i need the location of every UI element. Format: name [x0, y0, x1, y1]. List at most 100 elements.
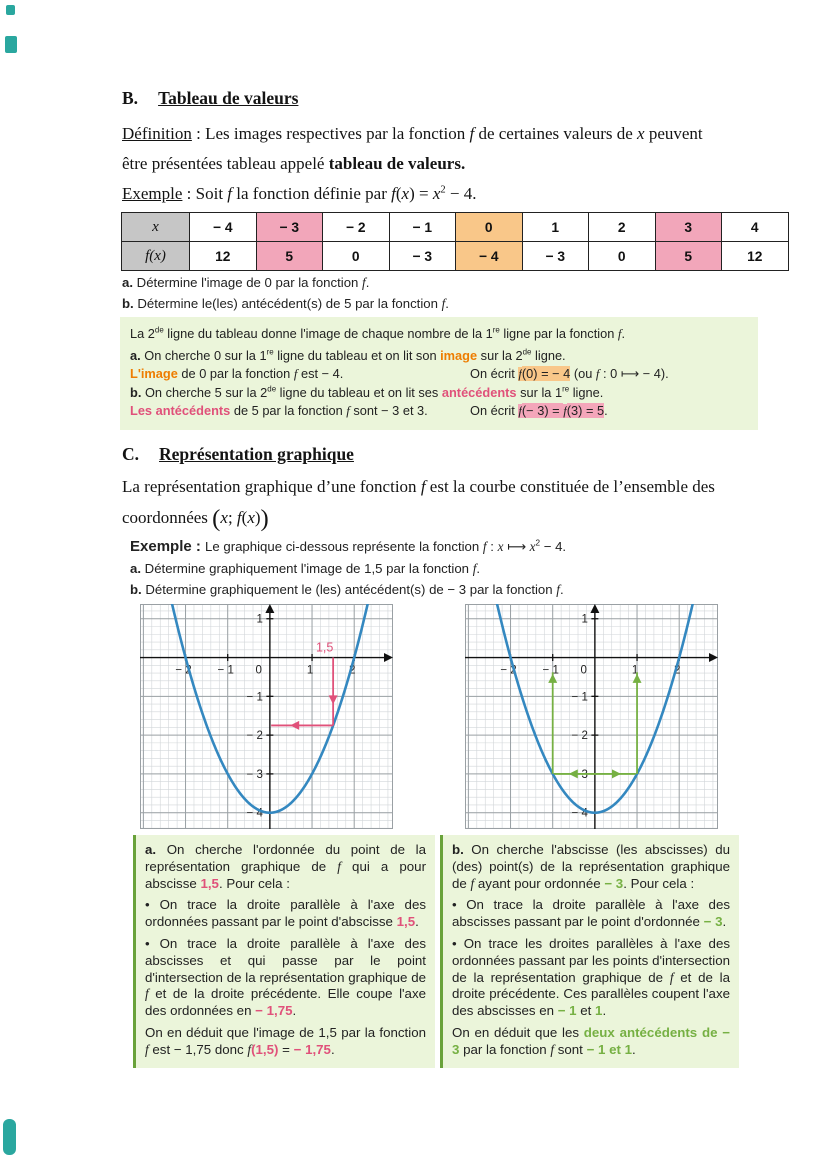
text-segment: re	[492, 325, 500, 335]
text-segment: f	[469, 124, 475, 143]
x-axis-arrowhead	[709, 653, 718, 663]
teal-mark	[6, 5, 15, 15]
text-segment: f	[563, 404, 567, 419]
text-segment: a.	[145, 842, 167, 857]
text-segment: ligne.	[569, 384, 604, 400]
text-segment: . Pour cela :	[623, 875, 695, 891]
text-segment: antécédents	[441, 384, 517, 400]
text-segment: La 2	[130, 326, 155, 341]
origin-label: 0	[580, 665, 586, 677]
text-segment: f	[550, 1041, 555, 1057]
text-segment: 1,5	[200, 875, 219, 891]
text-segment: ayant pour ordonnée	[474, 875, 605, 891]
text-segment: − 3	[604, 875, 624, 891]
text-segment: ligne du tableau et on lit son	[273, 347, 441, 363]
annotation-arrowhead	[568, 769, 578, 779]
graph-image-a: − 2− 1 1 201− 1− 2− 3− 41,5	[140, 604, 393, 829]
text-segment: x	[220, 508, 228, 528]
text-segment: et de la droite précédente. Elle coupe l…	[145, 986, 426, 1019]
annotation-arrowhead	[290, 720, 300, 730]
text-segment: Exemple	[122, 184, 183, 203]
text-segment: Le graphique ci-dessous représente la fo…	[205, 539, 483, 554]
text-segment: de	[522, 347, 532, 357]
text-segment: On en déduit que l'image de 1,5 par la f…	[145, 1024, 426, 1040]
text-segment: )	[254, 508, 261, 528]
y-tick-label: − 1	[572, 691, 588, 703]
text-segment: Détermine graphiquement le (les) antécéd…	[145, 582, 557, 597]
text-segment: .	[602, 1003, 607, 1019]
text-segment: On écrit	[470, 403, 519, 419]
graph-antecedents-b: − 2− 1 1 201− 1− 2− 3− 4	[465, 604, 718, 829]
text-segment: f	[247, 1041, 252, 1057]
table-cell: − 1	[388, 212, 456, 242]
text-segment: f	[391, 184, 396, 203]
text-segment: − 1,75	[255, 1003, 293, 1019]
exemple-line-b: Exemple : Soit f la fonction définie par…	[122, 184, 476, 204]
question-a: a. Détermine l'image de 0 par la fonctio…	[122, 275, 369, 291]
text-segment: la fonction définie par	[232, 184, 392, 203]
text-segment: • On trace la droite parallèle à l'axe d…	[145, 935, 426, 985]
annotation-arrowhead	[611, 769, 621, 779]
text-segment: (	[212, 505, 221, 532]
box1-line5-left: Les antécédents de 5 par la fonction f s…	[130, 403, 428, 418]
table-cell: − 3	[521, 241, 589, 271]
solution-b-paragraph: • On trace la droite parallèle à l'axe d…	[452, 897, 730, 931]
annotation-arrowhead	[548, 673, 558, 683]
text-segment: x	[432, 184, 441, 203]
solution-box-a: a. On cherche l'ordonnée du point de la …	[133, 835, 435, 1068]
text-segment: par la fonction	[459, 1041, 551, 1057]
text-segment: − 1	[557, 1003, 577, 1019]
text-segment: .	[330, 1041, 335, 1057]
text-segment: f	[362, 275, 366, 290]
text-segment: a.	[130, 347, 145, 363]
origin-label: 0	[255, 665, 261, 677]
text-segment: La représentation graphique d’une foncti…	[122, 477, 421, 496]
text-segment: re	[562, 384, 570, 394]
text-segment: On cherche 5 sur la 2	[144, 384, 268, 400]
text-segment: de 5 par la fonction	[230, 403, 347, 419]
text-segment: re	[266, 347, 274, 357]
text-segment: ligne du tableau et on lit ses	[276, 384, 442, 400]
text-segment: ligne du tableau donne l'image de chaque…	[163, 326, 493, 341]
text-segment: f	[420, 477, 426, 496]
table-cell: 0	[322, 241, 390, 271]
parabola-curve	[495, 604, 694, 815]
text-segment: (	[241, 508, 248, 528]
table-cell: 12	[721, 241, 789, 271]
text-segment: f	[441, 296, 446, 311]
x-tick-label: 1	[632, 665, 638, 677]
text-segment: qui a pour abscisse	[145, 858, 426, 891]
text-segment: (3) = 5	[566, 403, 605, 419]
text-segment: x	[529, 539, 536, 554]
text-segment: .	[604, 403, 608, 419]
text-segment: sur la 1	[516, 384, 563, 400]
text-segment: .	[621, 326, 626, 341]
text-segment: (ou	[570, 366, 596, 382]
text-segment: f	[470, 875, 475, 891]
text-segment: est − 4.	[297, 366, 344, 382]
table-cell: 12	[189, 241, 257, 271]
y-tick-label: − 2	[572, 730, 588, 742]
text-segment: image	[440, 347, 478, 363]
text-segment: f	[669, 969, 674, 985]
table-cell: − 3	[388, 241, 456, 271]
y-tick-label: − 2	[247, 730, 263, 742]
text-segment: • On trace la droite parallèle à l'axe d…	[145, 897, 426, 930]
annotation-arrowhead	[328, 695, 338, 705]
text-segment: x	[497, 539, 504, 554]
table-cell: − 3	[255, 212, 323, 242]
text-segment: On cherche 0 sur la 1	[144, 347, 267, 363]
text-segment: et de la droite précédente. Ces parallèl…	[452, 969, 731, 1019]
question-b: b. Détermine le(les) antécédent(s) de 5 …	[122, 296, 449, 312]
y-tick-label: 1	[256, 614, 262, 626]
solution-b-paragraph: On en déduit que les deux antécédents de…	[452, 1025, 730, 1059]
text-segment: f	[293, 367, 298, 382]
text-segment: sont	[554, 1041, 587, 1057]
text-segment: coordonnées	[122, 508, 213, 528]
point-label: 1,5	[316, 640, 333, 654]
x-tick-label: − 1	[218, 665, 234, 677]
x-tick-label: 2	[674, 665, 680, 677]
text-segment: On cherche l'ordonnée du point de la rep…	[145, 842, 426, 874]
text-segment: b.	[130, 582, 146, 597]
